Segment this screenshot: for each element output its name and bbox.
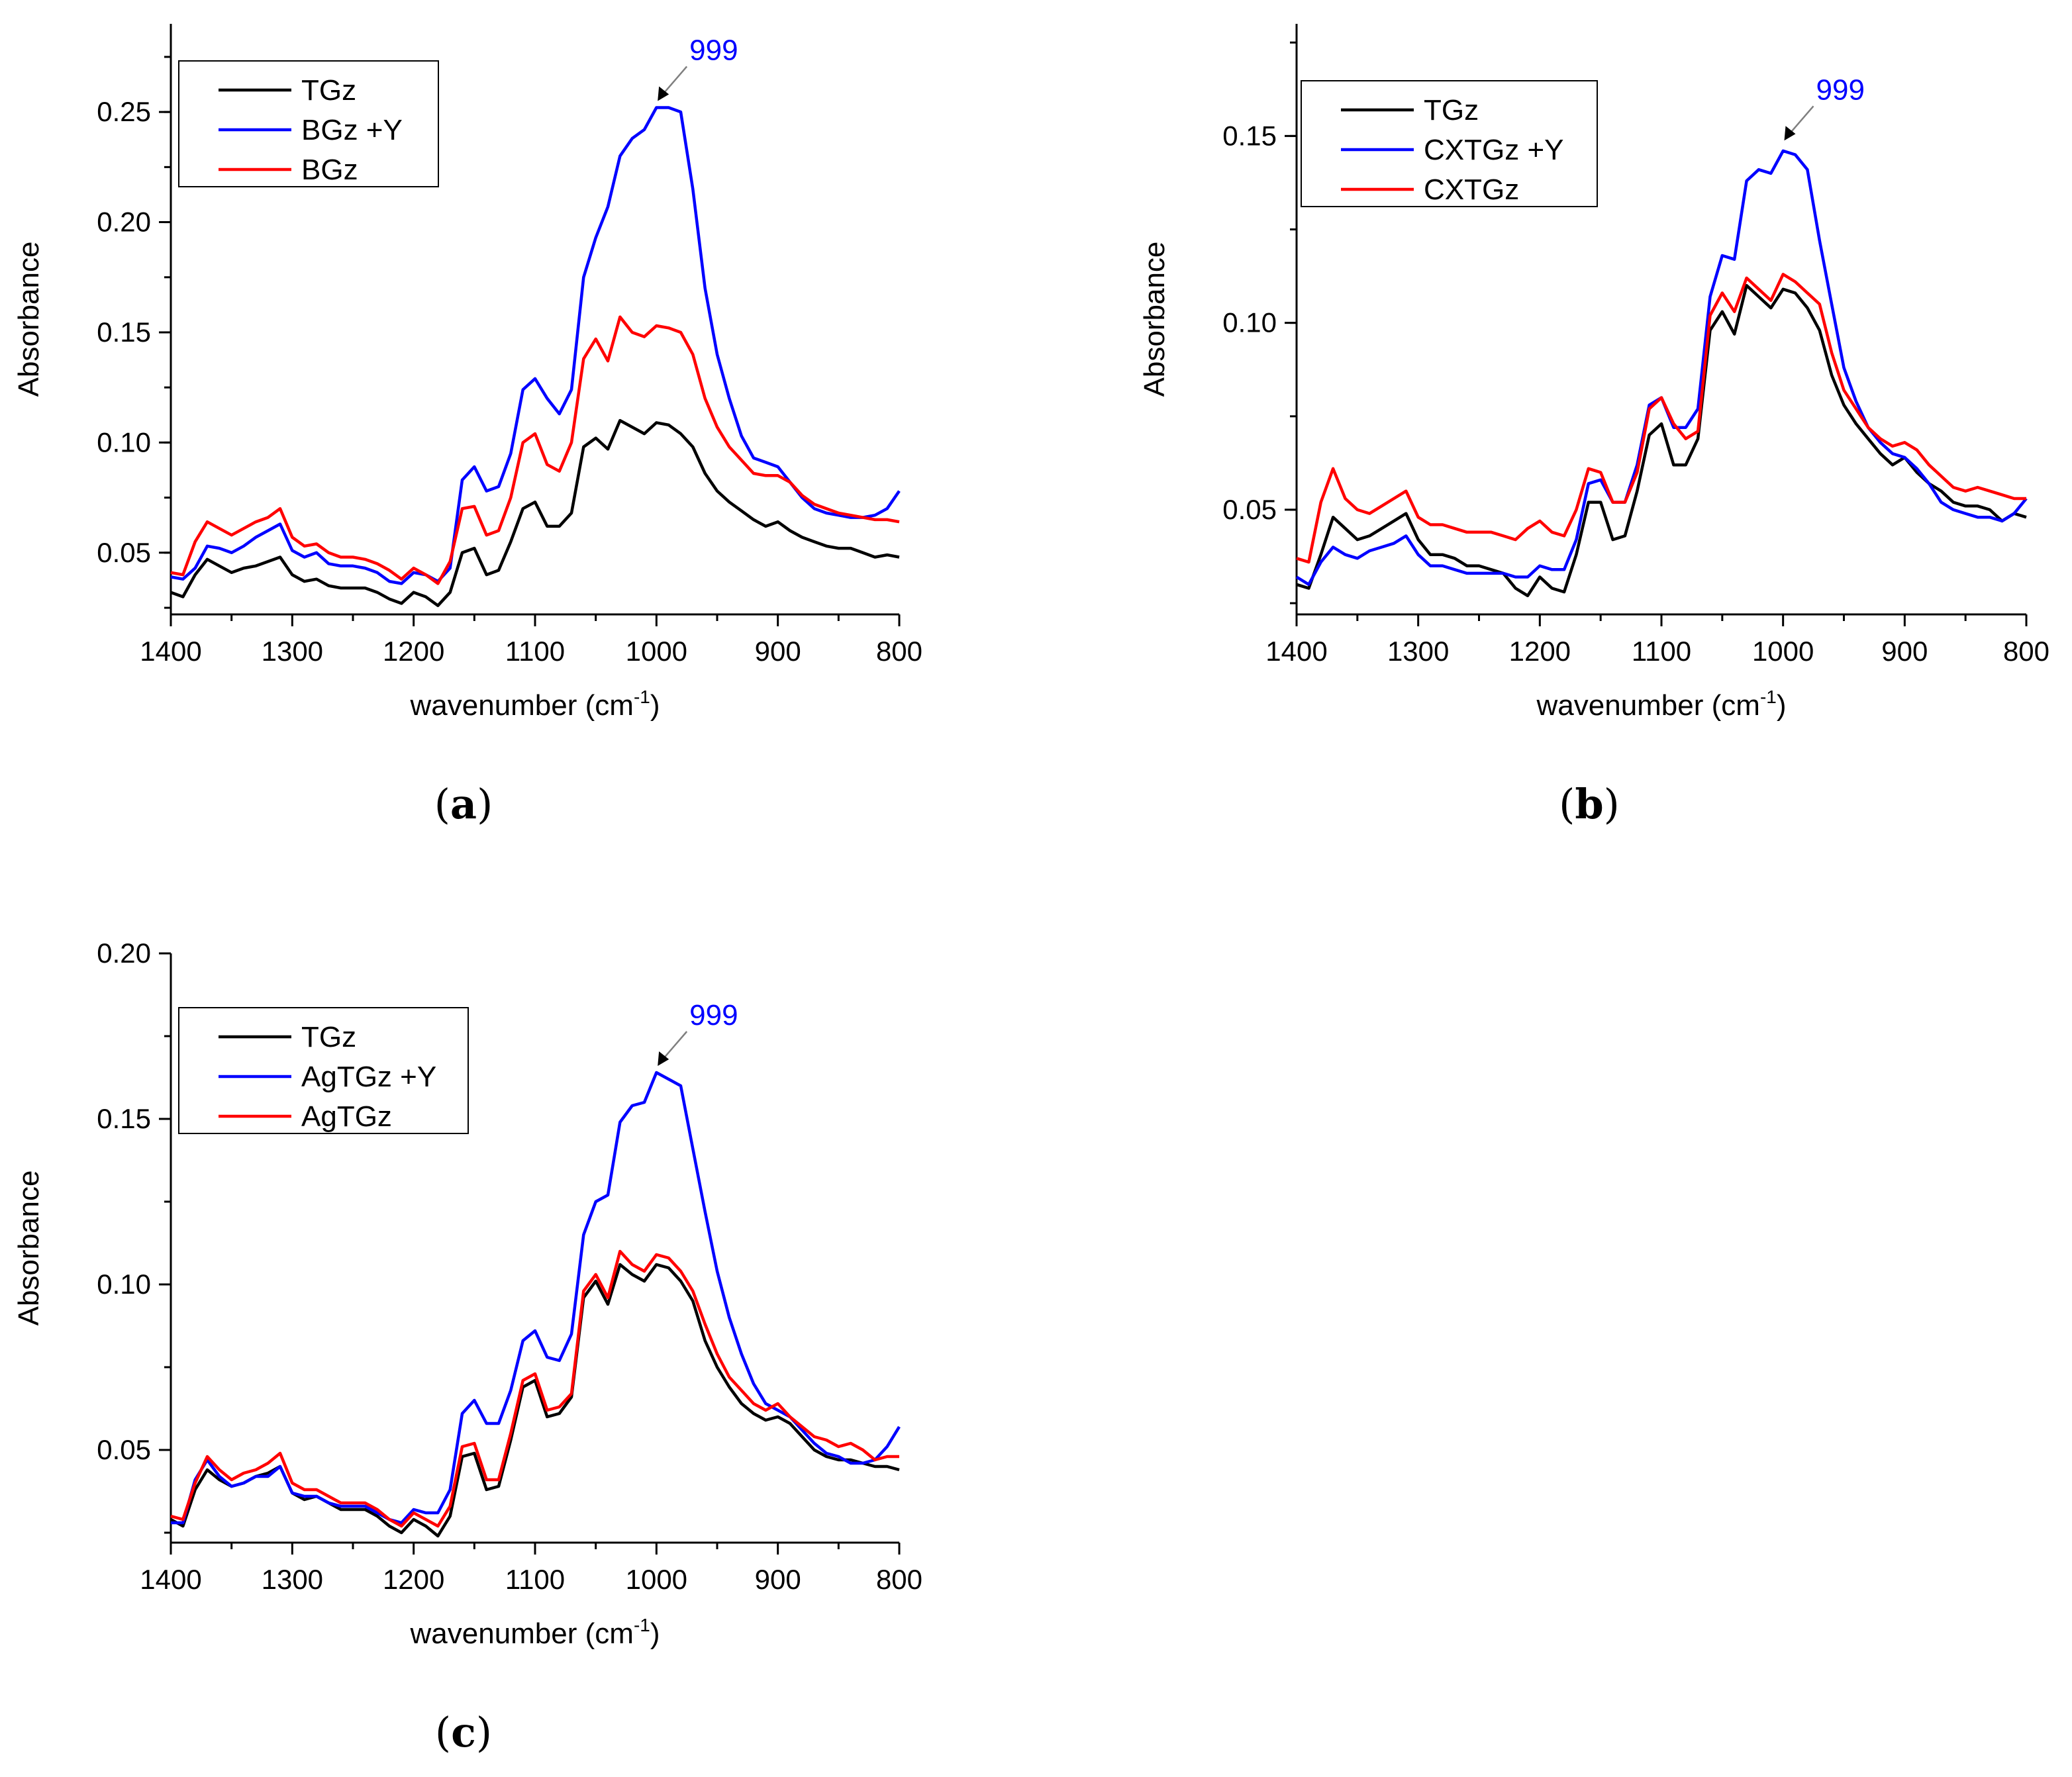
y-tick-label: 0.10 [97, 1269, 151, 1300]
annotation-arrow-line [661, 1031, 688, 1061]
annotation-arrow-head [658, 86, 669, 101]
x-tick-label: 1000 [626, 1564, 687, 1595]
legend-label: CXTGz [1424, 173, 1519, 206]
y-tick-label: 0.20 [97, 207, 151, 238]
panel-label-b: (b) [1559, 780, 1620, 828]
annotation-arrow-head [658, 1051, 669, 1066]
legend-label: BGz [301, 154, 358, 186]
x-axis-label: wavenumber (cm-1) [410, 687, 660, 722]
panel-label-a: (a) [434, 780, 493, 828]
series-line-3 [1296, 273, 2026, 564]
x-axis-label: wavenumber (cm-1) [410, 1615, 660, 1650]
x-axis-label-sup: -1 [1760, 687, 1777, 707]
legend-label: AgTGz +Y [301, 1061, 436, 1093]
x-tick-label: 900 [755, 636, 801, 667]
x-tick-label: 800 [2003, 636, 2049, 667]
x-tick-label: 800 [876, 636, 922, 667]
y-tick-label: 0.15 [1222, 120, 1277, 151]
y-tick-label: 0.15 [97, 316, 151, 348]
x-axis-label-main: wavenumber (cm [1536, 689, 1760, 722]
panel-label-c: (c) [434, 1708, 493, 1756]
series-line-2 [170, 106, 901, 585]
x-axis-label-end: ) [1777, 689, 1787, 722]
y-tick-label: 0.10 [97, 426, 151, 457]
legend: TGz CXTGz +Y CXTGz [1301, 80, 1598, 207]
annotation-arrow-head [1784, 126, 1796, 141]
chart-b: 1400 1300 1200 1100 1000 900 800 0.05 0.10 0.15 wa… [1138, 24, 2049, 722]
legend-box [1301, 80, 1598, 207]
x-tick-label: 1200 [383, 636, 444, 667]
chart-c: 1400 1300 1200 1100 1000 900 800 0.05 0.10 0.15 0.… [13, 937, 922, 1650]
panel-label-b-letter: b [1575, 780, 1604, 828]
y-tick-label: 0.25 [97, 96, 151, 127]
series-line-1 [170, 418, 900, 607]
x-tick-label: 1300 [262, 1564, 323, 1595]
series-line-3 [170, 315, 900, 585]
x-tick-label: 1400 [1265, 636, 1327, 667]
y-tick-label: 0.05 [97, 537, 151, 568]
series-line-2 [171, 1071, 901, 1525]
x-tick-label: 900 [755, 1564, 801, 1595]
x-axis-label-sup: -1 [634, 687, 650, 707]
legend: TGz BGz +Y BGz [178, 60, 439, 187]
x-tick-label: 1000 [626, 636, 687, 667]
x-tick-label: 1000 [1752, 636, 1814, 667]
y-axis-label: Absorbance [1138, 242, 1171, 397]
series-line-2 [1295, 149, 2028, 587]
annotation-arrow-line [1787, 105, 1814, 136]
panel-label-a-letter: a [450, 780, 477, 828]
legend-box [178, 60, 439, 187]
legend-label: TGz [1424, 94, 1479, 126]
x-axis-label-end: ) [650, 1617, 660, 1650]
legend-box [178, 1007, 469, 1134]
y-tick-label: 0.20 [97, 937, 151, 969]
x-tick-label: 1200 [383, 1564, 444, 1595]
x-tick-label: 1100 [1632, 636, 1691, 667]
x-tick-label: 1300 [1387, 636, 1449, 667]
legend-label: AgTGz [301, 1100, 392, 1133]
chart-a: 1400 1300 1200 1100 1000 900 800 0.05 0.10 0.15 0.… [13, 24, 922, 722]
annotation-arrow-line [661, 66, 688, 97]
y-tick-label: 0.05 [97, 1434, 151, 1465]
x-tick-label: 1400 [140, 1564, 201, 1595]
annotation-label: 999 [689, 34, 738, 66]
x-tick-label: 1200 [1509, 636, 1571, 667]
x-tick-label: 1100 [505, 1564, 565, 1595]
x-tick-label: 900 [1881, 636, 1928, 667]
x-axis-label: wavenumber (cm-1) [1536, 687, 1787, 722]
annotation-label: 999 [689, 999, 738, 1032]
legend-label: CXTGz +Y [1424, 134, 1564, 166]
series-line-1 [1296, 283, 2027, 598]
panel-label-c-letter: c [451, 1708, 476, 1756]
y-axis-label: Absorbance [13, 242, 45, 397]
x-axis-label-main: wavenumber (cm [410, 689, 634, 722]
legend-label: TGz [301, 1021, 356, 1053]
y-tick-label: 0.15 [97, 1103, 151, 1134]
x-tick-label: 1300 [262, 636, 323, 667]
y-axis-label: Absorbance [13, 1171, 45, 1326]
annotation-label: 999 [1816, 73, 1865, 106]
legend: TGz AgTGz +Y AgTGz [178, 1007, 469, 1134]
y-tick-label: 0.05 [1222, 494, 1277, 525]
y-tick-label: 0.10 [1222, 307, 1277, 338]
legend-label: BGz +Y [301, 114, 403, 146]
x-axis-label-sup: -1 [634, 1615, 650, 1635]
series-line-3 [170, 1249, 899, 1528]
x-axis-label-main: wavenumber (cm [410, 1617, 634, 1650]
x-axis-label-end: ) [650, 689, 660, 722]
x-tick-label: 1400 [140, 636, 201, 667]
series-line-1 [170, 1263, 900, 1538]
legend-label: TGz [301, 74, 356, 107]
x-tick-label: 800 [876, 1564, 922, 1595]
x-tick-label: 1100 [505, 636, 565, 667]
